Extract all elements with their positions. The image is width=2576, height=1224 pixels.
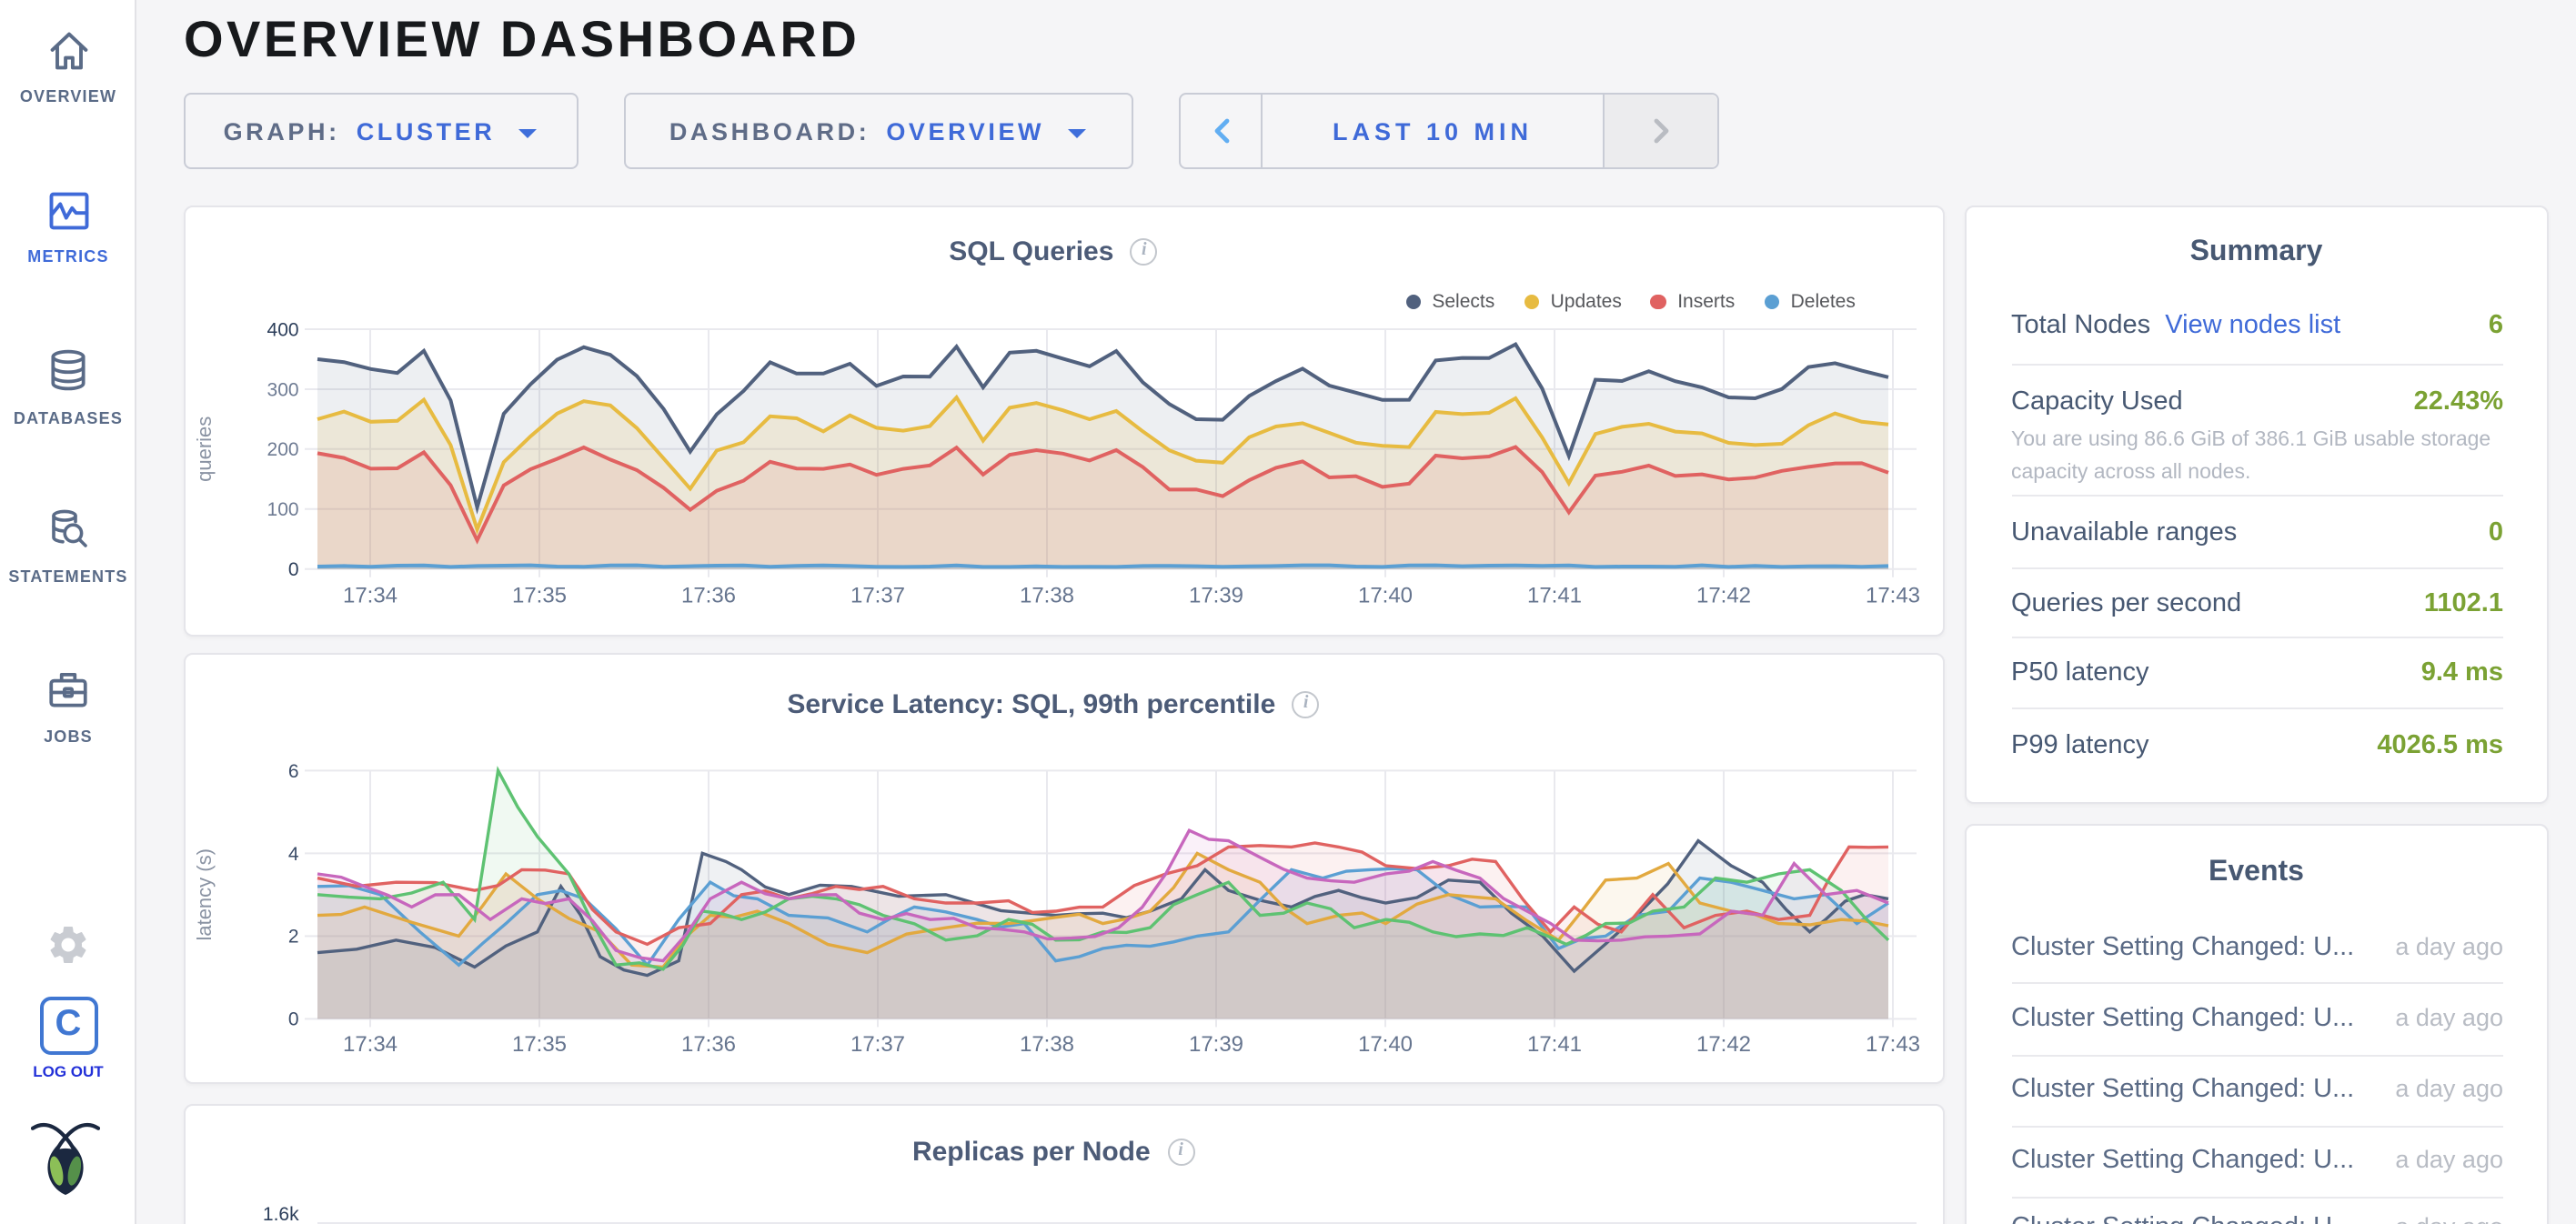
svg-text:latency (s): latency (s) xyxy=(192,848,215,940)
svg-text:0: 0 xyxy=(287,558,298,579)
svg-text:17:36: 17:36 xyxy=(680,1032,735,1057)
svg-text:17:42: 17:42 xyxy=(1696,582,1750,607)
svg-text:17:41: 17:41 xyxy=(1526,1032,1581,1057)
svg-text:17:38: 17:38 xyxy=(1019,1032,1073,1057)
svg-text:4: 4 xyxy=(287,844,298,865)
svg-text:100: 100 xyxy=(267,498,298,519)
svg-text:6: 6 xyxy=(287,761,298,782)
svg-text:2: 2 xyxy=(287,927,298,948)
svg-text:1.6k: 1.6k xyxy=(262,1203,298,1224)
svg-text:17:41: 17:41 xyxy=(1526,582,1581,607)
svg-text:17:34: 17:34 xyxy=(342,1032,397,1057)
svg-text:200: 200 xyxy=(267,438,298,459)
svg-text:17:40: 17:40 xyxy=(1357,1032,1412,1057)
svg-text:17:42: 17:42 xyxy=(1696,1032,1750,1057)
svg-text:17:43: 17:43 xyxy=(1865,1032,1919,1057)
svg-text:17:35: 17:35 xyxy=(511,582,566,607)
svg-text:17:39: 17:39 xyxy=(1188,582,1243,607)
svg-text:17:34: 17:34 xyxy=(342,582,397,607)
svg-text:400: 400 xyxy=(267,318,298,339)
svg-text:17:37: 17:37 xyxy=(850,1032,904,1057)
svg-text:17:36: 17:36 xyxy=(680,582,735,607)
svg-text:0: 0 xyxy=(287,1009,298,1030)
svg-text:17:40: 17:40 xyxy=(1357,582,1412,607)
svg-text:17:37: 17:37 xyxy=(850,582,904,607)
svg-text:17:39: 17:39 xyxy=(1188,1032,1243,1057)
svg-text:17:43: 17:43 xyxy=(1865,582,1919,607)
svg-text:17:38: 17:38 xyxy=(1019,582,1073,607)
svg-text:300: 300 xyxy=(267,378,298,399)
svg-text:17:35: 17:35 xyxy=(511,1032,566,1057)
svg-text:queries: queries xyxy=(192,416,215,481)
